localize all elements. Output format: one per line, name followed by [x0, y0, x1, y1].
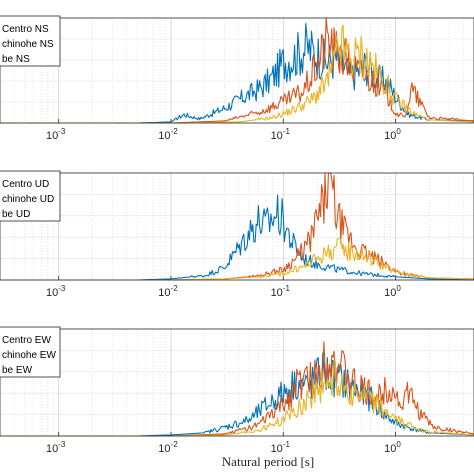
legend-entry: Centro UD [2, 179, 49, 190]
legend-entry: be NS [2, 54, 30, 65]
x-tick-label: 100 [384, 127, 401, 142]
legend: Centro NS chinohe NS be NS [0, 15, 61, 67]
x-tick-label: 10-1 [271, 440, 291, 455]
axes-frame [0, 17, 474, 124]
x-tick-label: 10-1 [271, 127, 291, 142]
legend-entry: be UD [2, 209, 30, 220]
legend-entry: chinohe UD [2, 194, 54, 205]
legend-box [0, 326, 61, 378]
axes-frame [0, 172, 474, 281]
x-tick-label: 10-2 [158, 127, 178, 142]
legend-entry: be EW [2, 365, 33, 376]
x-tick-label: 10-3 [46, 284, 66, 299]
chart-panel-ew: 10-3 10-2 10-1 100 Centro EW chinohe EW be EW [0, 326, 474, 455]
legend-entry: chinohe NS [2, 39, 54, 50]
axes-frame [0, 328, 474, 437]
x-tick-label: 10-3 [46, 440, 66, 455]
x-tick-label: 100 [384, 284, 401, 299]
legend-box [0, 15, 61, 67]
legend-entry: Centro NS [2, 24, 49, 35]
chart-panel-ud: 10-3 10-2 10-1 100 Centro UD chinohe UD be UD [0, 170, 474, 299]
legend: Centro EW chinohe EW be EW [0, 326, 61, 378]
plot-area [0, 173, 474, 280]
chart-panel-ns: 10-3 10-2 10-1 100 Centro NS chinohe NS be NS [0, 15, 474, 142]
x-tick-label: 10-2 [158, 284, 178, 299]
legend-box [0, 170, 61, 222]
x-tick-label: 10-2 [158, 440, 178, 455]
plot-area [0, 329, 474, 436]
x-axis-label: Natural period [s] [222, 454, 314, 469]
x-tick-label: 10-3 [46, 127, 66, 142]
x-tick-label: 10-1 [271, 284, 291, 299]
legend-entry: Centro EW [2, 335, 51, 346]
plot-area [0, 18, 474, 123]
legend: Centro UD chinohe UD be UD [0, 170, 61, 222]
x-tick-label: 100 [384, 440, 401, 455]
legend-entry: chinohe EW [2, 350, 56, 361]
